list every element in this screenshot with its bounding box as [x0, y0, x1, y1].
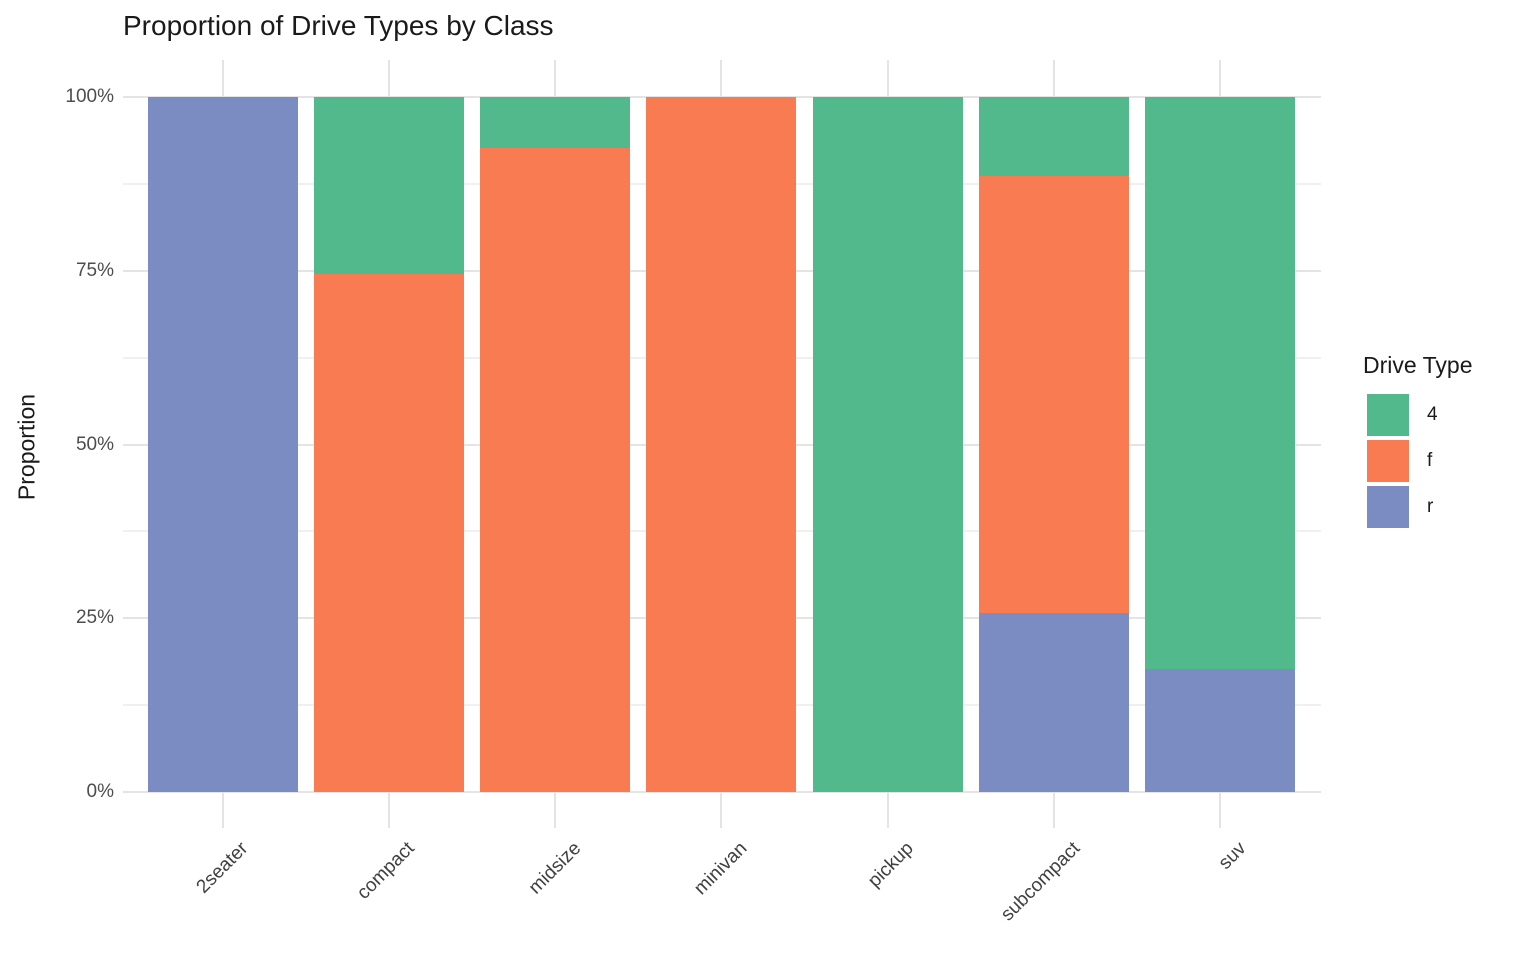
chart-title: Proportion of Drive Types by Class: [123, 10, 554, 41]
x-axis-label-subcompact: subcompact: [996, 838, 1084, 926]
gridline-vertical-stub: [221, 792, 224, 828]
gridline-vertical-stub: [886, 792, 889, 828]
legend-swatch-r: [1367, 486, 1409, 528]
bar-segment-2seater-r: [148, 97, 298, 792]
legend-item-4: 4: [1367, 394, 1536, 436]
y-axis-label-100%: 100%: [65, 86, 114, 107]
x-axis-label-minivan: minivan: [690, 838, 752, 900]
legend-swatch-f: [1367, 440, 1409, 482]
y-axis-label-50%: 50%: [75, 433, 114, 455]
bar-segment-subcompact-f: [979, 176, 1129, 613]
gridline-vertical-stub: [720, 792, 723, 828]
bar-segment-compact-f: [314, 274, 464, 792]
x-axis-label-compact: compact: [353, 838, 419, 904]
y-axis-label-0%: 0%: [86, 781, 114, 802]
bar-segment-midsize-f: [480, 148, 630, 792]
legend-item-f: f: [1367, 440, 1536, 482]
bar-segment-pickup-4: [813, 97, 963, 792]
x-axis-label-suv: suv: [1214, 838, 1251, 874]
legend-items: 4 f r: [1367, 394, 1536, 528]
gridline-vertical-stub: [387, 60, 390, 97]
legend-label: r: [1427, 496, 1434, 517]
bar-segment-midsize-4: [480, 97, 630, 148]
plot-panel: 2seater compact midsize minivan pickup subcom…: [123, 60, 1321, 925]
bar-segment-subcompact-r: [979, 613, 1129, 792]
legend-swatch-4: [1367, 394, 1409, 436]
bar-segment-compact-4: [314, 97, 464, 274]
gridline-vertical-stub: [387, 792, 390, 828]
gridline-vertical-stub: [554, 792, 557, 828]
gridline-vertical-stub: [720, 60, 723, 97]
x-axis-label-2seater: 2seater: [192, 838, 253, 898]
x-axis-label-pickup: pickup: [863, 838, 918, 892]
y-axis-label-75%: 75%: [75, 259, 114, 281]
legend-title: Drive Type: [1363, 352, 1473, 378]
legend-item-r: r: [1367, 486, 1536, 528]
legend: Drive Type 4 f r: [1363, 352, 1536, 528]
legend-label: f: [1427, 450, 1433, 471]
gridline-vertical-stub: [1219, 792, 1222, 828]
gridline-vertical-stub: [886, 60, 889, 97]
bar-segment-suv-4: [1145, 97, 1295, 669]
legend-label: 4: [1427, 404, 1438, 425]
gridline-vertical-stub: [1053, 792, 1056, 828]
gridline-vertical-stub: [554, 60, 557, 97]
gridline-vertical-stub: [1053, 60, 1056, 97]
bar-segment-minivan-f: [646, 97, 796, 792]
x-axis-label-midsize: midsize: [524, 838, 586, 899]
bar-segment-subcompact-4: [979, 97, 1129, 176]
y-axis-label-25%: 25%: [75, 607, 114, 629]
gridline-vertical-stub: [221, 60, 224, 97]
gridline-vertical-stub: [1219, 60, 1222, 97]
bar-segment-suv-r: [1145, 669, 1295, 792]
